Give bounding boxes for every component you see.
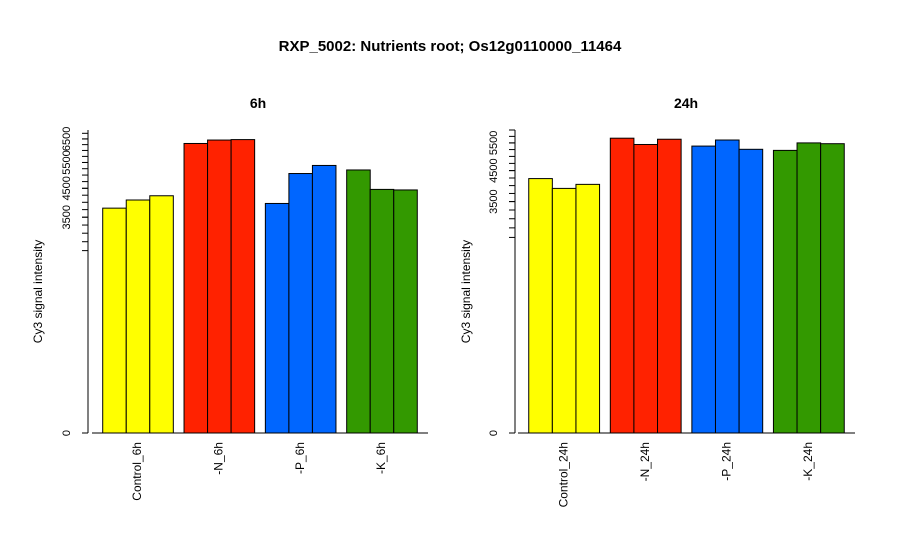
bar-n6h-2	[207, 139, 232, 434]
y-tick-label: 3500	[488, 189, 500, 213]
x-category-label: -P_24h	[719, 442, 733, 481]
bar-p6h-2	[288, 173, 313, 434]
x-category-label: -K_6h	[374, 442, 388, 474]
bar-k6h-3	[393, 189, 418, 434]
bar-control6h-1	[102, 207, 127, 434]
bar-control6h-3	[149, 195, 174, 434]
y-tick-label: 6500	[61, 127, 73, 151]
bar-n6h-3	[230, 139, 256, 434]
bar-k6h-1	[346, 169, 371, 434]
chart-main-title: RXP_5002: Nutrients root; Os12g0110000_1…	[278, 38, 622, 55]
x-category-label: -N_6h	[212, 442, 226, 475]
y-tick-label: 0	[488, 430, 500, 436]
bar-control6h-2	[125, 199, 151, 434]
panel-title: 24h	[674, 95, 698, 111]
bar-p24h-1	[691, 145, 716, 434]
bar-control24h-2	[551, 187, 577, 434]
x-category-label: -K_24h	[801, 442, 815, 481]
bar-p24h-3	[738, 148, 764, 434]
panel-title: 6h	[250, 95, 266, 111]
y-tick-label: 0	[61, 430, 73, 436]
bar-p6h-3	[311, 164, 337, 434]
bar-k24h-1	[772, 149, 798, 434]
bar-n6h-1	[183, 142, 209, 434]
y-tick-label: 5500	[61, 150, 73, 174]
bar-p6h-1	[264, 202, 290, 434]
bar-n24h-1	[609, 137, 635, 434]
bar-k24h-3	[820, 143, 845, 434]
bar-control24h-3	[575, 183, 601, 434]
y-tick-label: 3500	[61, 205, 73, 229]
x-category-label: -P_6h	[293, 442, 307, 474]
y-axis-label: Cy3 signal intensity	[459, 240, 473, 343]
bar-k6h-2	[369, 188, 395, 434]
x-category-label: Control_6h	[130, 442, 144, 501]
bar-control24h-1	[528, 178, 553, 434]
x-category-label: -N_24h	[638, 442, 652, 481]
y-axis-label: Cy3 signal intensity	[31, 240, 45, 343]
bar-k24h-2	[796, 142, 822, 434]
panel-24h: 24h 0 3500 4500 5500 Cy3 signal intensity Cont…	[459, 95, 855, 507]
x-category-label: Control_24h	[556, 442, 570, 507]
y-tick-label: 4500	[488, 158, 500, 182]
y-tick-label: 5500	[488, 131, 500, 155]
bar-n24h-2	[633, 143, 659, 434]
y-tick-label: 4500	[61, 176, 73, 200]
bar-n24h-3	[657, 138, 682, 434]
bar-p24h-2	[714, 139, 740, 434]
